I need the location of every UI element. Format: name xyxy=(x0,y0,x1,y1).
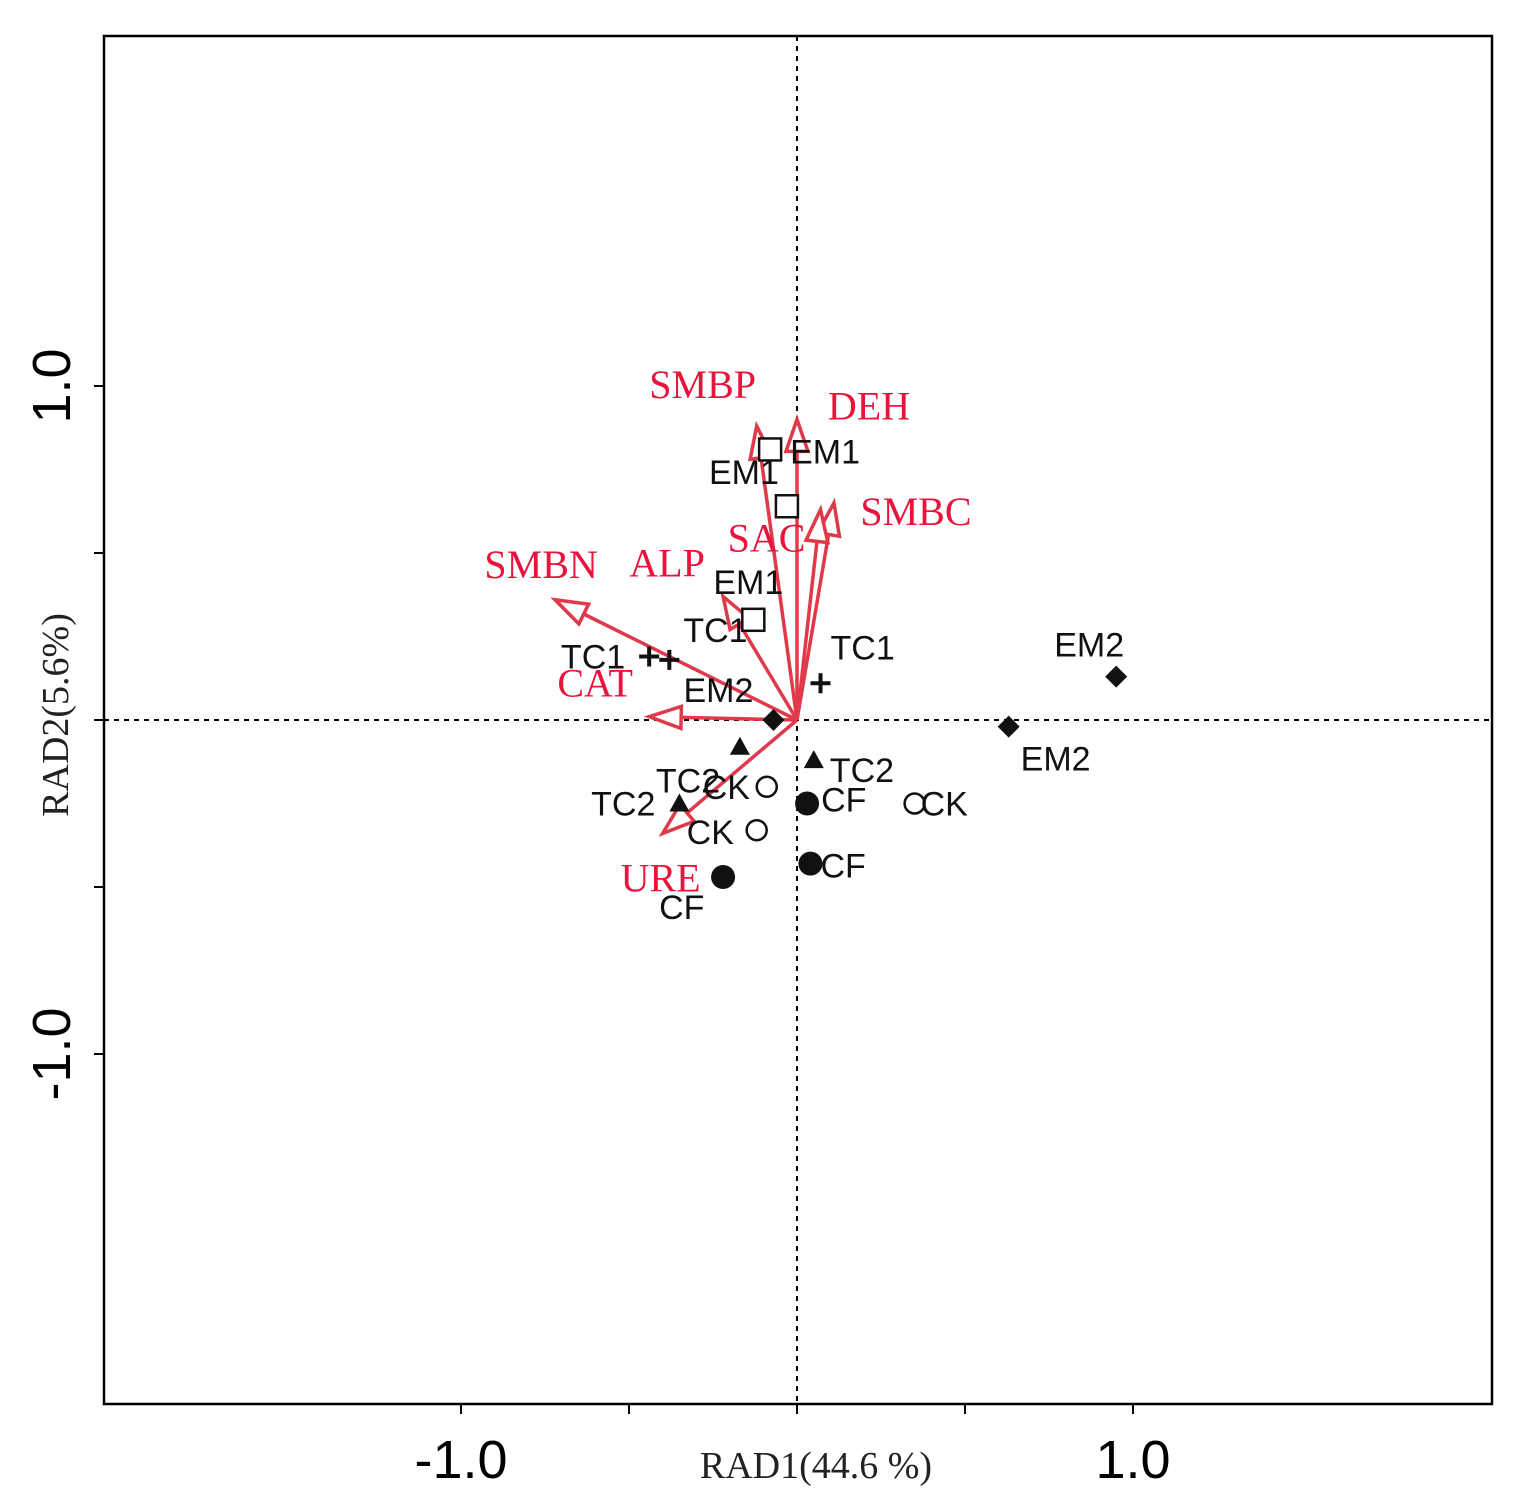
point-label: TC1 xyxy=(561,639,625,677)
arrow-head xyxy=(658,801,698,838)
y-tick-label: 1.0 xyxy=(22,348,82,423)
point-cf xyxy=(711,864,736,889)
open-circle-marker xyxy=(903,792,926,815)
y-tick-label: -1.0 xyxy=(22,1007,82,1100)
arrow-shaft xyxy=(582,612,798,722)
open-square-marker xyxy=(741,607,766,633)
point-tc1 xyxy=(810,673,831,694)
point-label: TC2 xyxy=(656,763,720,801)
triangle-marker xyxy=(803,750,824,769)
label-layer: SMBP DEH SMBC SAC ALP SMBN CAT URE EM1 EM1 EM1 TC1 T… xyxy=(484,362,1124,927)
arrow-head xyxy=(803,504,831,545)
arrow-label-smbp: SMBP xyxy=(649,362,756,407)
arrow-label-ure: URE xyxy=(621,856,701,901)
point-label: EM1 xyxy=(709,454,779,492)
point-label: TC1 xyxy=(683,612,747,650)
point-label: TC2 xyxy=(830,752,894,790)
point-label: CF xyxy=(659,889,704,927)
x-tick-label: 1.0 xyxy=(1095,1430,1170,1490)
arrow-shaft xyxy=(759,457,799,721)
point-ck xyxy=(903,792,926,815)
point-tc1 xyxy=(659,649,680,670)
plus-marker xyxy=(639,646,660,667)
point-tc1 xyxy=(639,646,660,667)
diamond-marker xyxy=(997,715,1020,738)
point-em1 xyxy=(757,437,783,462)
y-axis-title: RAD2(5.6%) xyxy=(35,613,77,817)
point-layer xyxy=(639,437,1128,889)
point-label: CF xyxy=(821,782,866,820)
point-label: EM2 xyxy=(1054,627,1124,665)
point-em1 xyxy=(774,493,800,519)
point-em2 xyxy=(1105,665,1128,688)
open-circle-marker xyxy=(755,775,779,799)
arrow-shaft xyxy=(685,718,799,815)
arrow-head xyxy=(550,597,592,627)
point-label: EM1 xyxy=(713,564,783,602)
open-circle-marker xyxy=(745,818,768,842)
filled-circle-marker xyxy=(798,851,823,876)
arrow-shaft xyxy=(795,541,819,721)
point-label: CK xyxy=(687,814,735,852)
x-axis-title: RAD1(44.6 %) xyxy=(700,1445,932,1487)
triangle-marker xyxy=(669,793,690,812)
plus-marker xyxy=(659,649,680,670)
arrow-ure xyxy=(658,718,799,838)
arrow-label-sac: SAC xyxy=(728,516,806,561)
arrow-sac xyxy=(795,504,831,721)
x-tick-label: -1.0 xyxy=(414,1430,507,1490)
point-ck xyxy=(755,775,779,799)
point-tc2 xyxy=(669,793,690,812)
arrow-label-smbn: SMBN xyxy=(484,542,597,587)
filled-circle-marker xyxy=(711,864,736,889)
diamond-marker xyxy=(762,709,785,731)
arrow-label-alp: ALP xyxy=(629,540,705,585)
diamond-marker xyxy=(1105,665,1128,688)
arrow-shaft xyxy=(738,622,799,721)
axis-ticks: -1.0 1.0 1.0 -1.0 xyxy=(22,348,1171,1490)
arrow-shaft xyxy=(795,534,831,721)
point-ck xyxy=(745,818,768,842)
arrow-label-deh: DEH xyxy=(828,383,910,428)
point-label: EM2 xyxy=(1021,741,1091,779)
point-label: TC1 xyxy=(831,629,895,667)
arrow-label-cat: CAT xyxy=(557,661,633,706)
point-tc2 xyxy=(729,736,750,755)
point-label: CK xyxy=(921,786,969,824)
point-label: EM1 xyxy=(790,433,860,471)
point-em2 xyxy=(997,715,1020,738)
open-square-marker xyxy=(757,437,783,462)
arrow-label-smbc: SMBC xyxy=(860,489,971,534)
point-em2 xyxy=(762,709,785,731)
point-label: TC2 xyxy=(591,786,655,824)
arrow-head xyxy=(783,414,811,454)
point-cf xyxy=(795,791,820,816)
point-cf xyxy=(798,851,823,876)
point-em1 xyxy=(741,607,766,633)
point-label: CF xyxy=(820,848,865,886)
arrow-head xyxy=(643,703,684,731)
open-square-marker xyxy=(774,493,800,519)
point-label: EM2 xyxy=(683,672,753,710)
point-label: CK xyxy=(703,769,751,807)
filled-circle-marker xyxy=(795,791,820,816)
triangle-marker xyxy=(729,736,750,755)
arrow-smbn xyxy=(550,597,798,722)
plus-marker xyxy=(810,673,831,694)
point-tc2 xyxy=(803,750,824,769)
